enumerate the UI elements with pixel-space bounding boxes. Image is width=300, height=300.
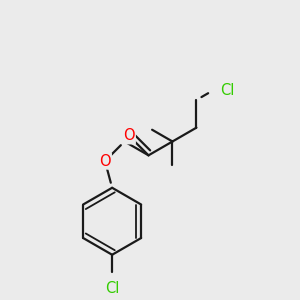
Text: Cl: Cl: [105, 281, 119, 296]
Text: O: O: [99, 154, 111, 169]
Text: Cl: Cl: [220, 83, 235, 98]
Text: O: O: [123, 128, 135, 143]
